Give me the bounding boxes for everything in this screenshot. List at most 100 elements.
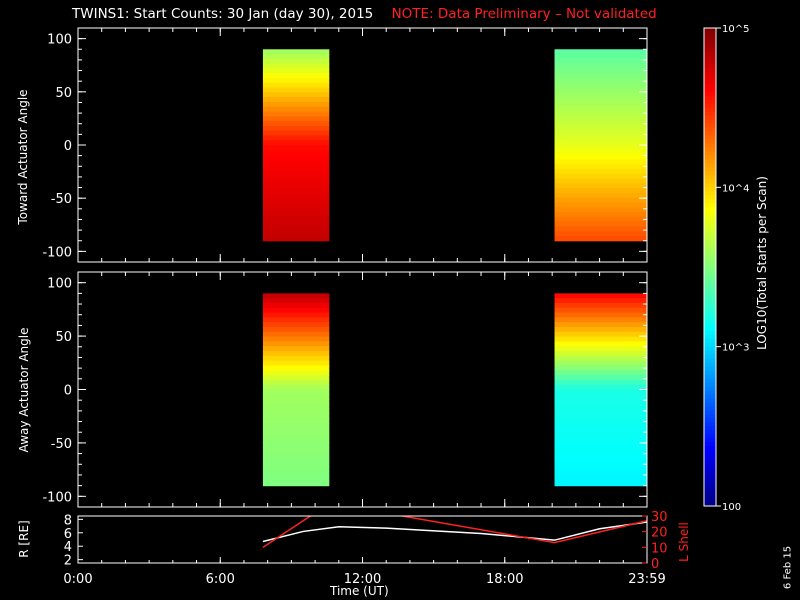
heatmap-cell <box>262 456 330 463</box>
ytick-label: 100 <box>47 277 72 292</box>
heatmap-cell <box>262 466 330 472</box>
heatmap-cell <box>554 58 647 65</box>
heatmap-cell <box>262 77 330 84</box>
heatmap-cell <box>262 231 330 237</box>
colorbar-cell <box>704 67 716 73</box>
xtick-label: 23:59 <box>628 572 665 587</box>
heatmap-cell <box>262 235 330 242</box>
heatmap-cell <box>262 399 330 405</box>
colorbar-cell <box>704 119 716 125</box>
colorbar-cell <box>704 318 716 324</box>
heatmap-cell <box>262 145 330 151</box>
heatmap-cell <box>554 149 647 156</box>
colorbar-cell <box>704 310 716 316</box>
heatmap-cell <box>262 164 330 170</box>
heatmap-cell <box>262 192 330 199</box>
colorbar-cell <box>704 458 716 463</box>
heatmap-cell <box>554 389 647 395</box>
colorbar-cell <box>704 494 716 499</box>
ytick-label: -50 <box>51 192 72 207</box>
heatmap-cell <box>262 226 330 232</box>
colorbar-cell <box>704 111 716 117</box>
heatmap-cell <box>554 302 647 309</box>
heatmap-cell <box>262 437 330 443</box>
heatmap-cell <box>262 54 330 60</box>
heatmap-cell <box>554 355 647 362</box>
heatmap-cell <box>262 471 330 477</box>
colorbar-frame <box>703 27 717 507</box>
colorbar-tick-label: 100 <box>722 502 741 513</box>
colorbar-cell <box>704 406 716 411</box>
colorbar-cell <box>704 227 716 232</box>
colorbar-cell <box>704 259 716 264</box>
heatmap-cell <box>554 231 647 237</box>
colorbar-cell <box>704 482 716 487</box>
colorbar-cell <box>704 442 716 447</box>
heatmap-cell <box>262 116 330 122</box>
heatmap-cell <box>554 101 647 108</box>
colorbar-cell <box>704 502 716 507</box>
heatmap-cell <box>554 360 647 367</box>
xtick-label: 6:00 <box>206 572 235 587</box>
colorbar-cell <box>704 203 716 208</box>
colorbar-cell <box>704 362 716 368</box>
colorbar-cell <box>704 255 716 260</box>
heatmap-cell <box>262 140 330 146</box>
colorbar-cell <box>704 306 716 312</box>
heatmap-cell <box>262 389 330 395</box>
colorbar-cell <box>704 470 716 475</box>
colorbar-cell <box>704 131 716 137</box>
heatmap-cell <box>554 106 647 113</box>
heatmap-cell <box>262 336 330 343</box>
heatmap-cell <box>554 135 647 141</box>
colorbar-cell <box>704 450 716 455</box>
colorbar-cell <box>704 418 716 423</box>
heatmap-cell <box>554 327 647 333</box>
colorbar-cell <box>704 350 716 356</box>
lshell-tick-label: 10 <box>651 541 668 556</box>
heatmap-cell <box>262 375 330 381</box>
heatmap-cell <box>262 216 330 223</box>
heatmap-cell <box>262 461 330 468</box>
lshell-axis-label: L Shell <box>677 522 691 562</box>
colorbar-cell <box>704 59 716 65</box>
heatmap-cell <box>554 54 647 60</box>
colorbar-cell <box>704 486 716 491</box>
heatmap-cell <box>262 365 330 371</box>
heatmap-cell <box>554 480 647 487</box>
colorbar-cell <box>704 31 716 37</box>
colorbar-cell <box>704 187 716 192</box>
heatmap-cell <box>554 178 647 184</box>
r-tick-label: 6 <box>64 527 72 542</box>
colorbar-cell <box>704 247 716 252</box>
colorbar-cell <box>704 426 716 431</box>
heatmap-cell <box>554 384 647 391</box>
heatmap-cell <box>262 480 330 487</box>
colorbar-cell <box>704 446 716 451</box>
colorbar-cell <box>704 147 716 153</box>
colorbar-tick-label: 10^4 <box>722 183 749 194</box>
colorbar-cell <box>704 498 716 503</box>
ytick-label: -100 <box>42 245 72 260</box>
heatmap-cell <box>262 178 330 184</box>
heatmap-cell <box>262 154 330 160</box>
heatmap-cell <box>262 341 330 347</box>
colorbar-cell <box>704 298 716 304</box>
colorbar-cell <box>704 422 716 427</box>
heatmap-cell <box>262 121 330 127</box>
heatmap-cell <box>262 202 330 208</box>
heatmap-cell <box>554 312 647 318</box>
heatmap-cell <box>554 92 647 98</box>
heatmap-panel-1 <box>77 27 648 263</box>
heatmap-cell <box>554 461 647 468</box>
title-text: TWINS1: Start Counts: 30 Jan (day 30), 2… <box>72 6 374 22</box>
colorbar-cell <box>704 394 716 400</box>
colorbar-cell <box>704 267 716 272</box>
heatmap-cell <box>554 140 647 146</box>
colorbar-cell <box>704 366 716 372</box>
colorbar-cell <box>704 211 716 216</box>
colorbar-cell <box>704 143 716 149</box>
colorbar-cell <box>704 263 716 268</box>
heatmap-cell <box>554 394 647 400</box>
middle-panel-ylabel: Away Actuator Angle <box>17 327 31 453</box>
